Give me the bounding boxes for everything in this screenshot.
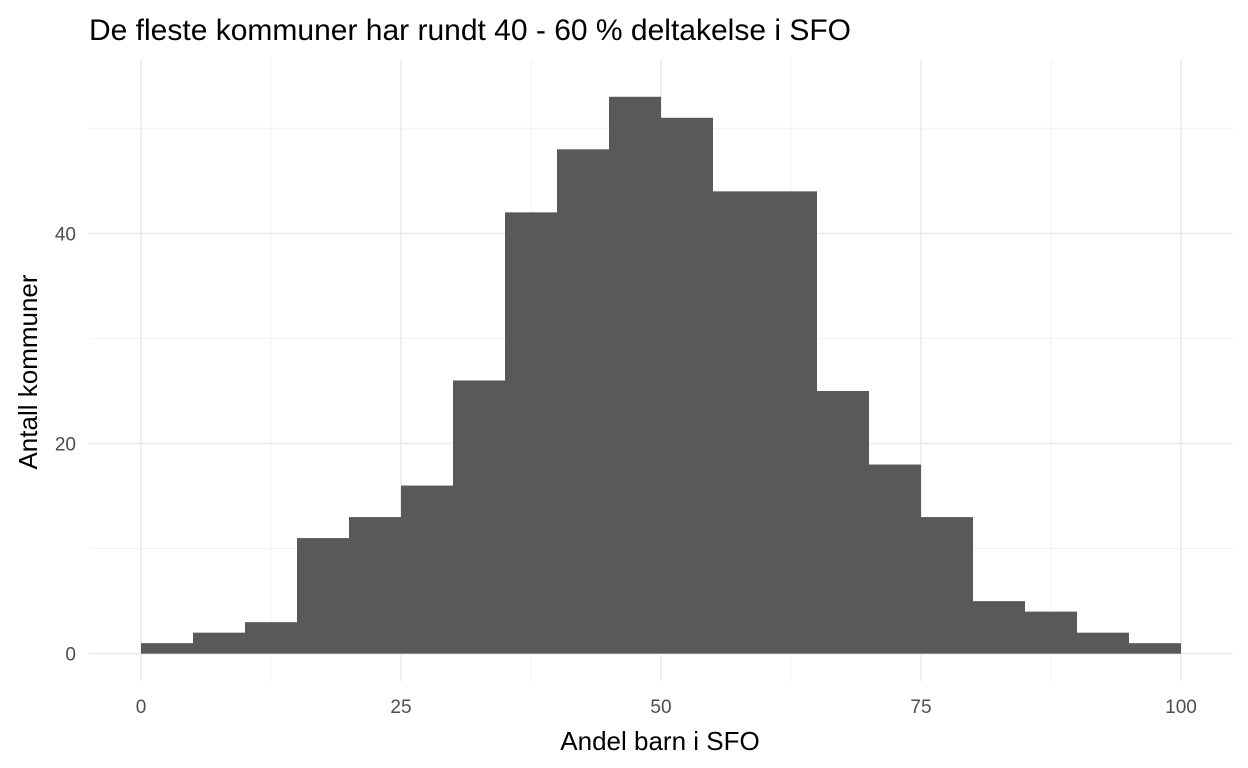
histogram-bar — [661, 117, 713, 654]
x-tick-label: 0 — [136, 697, 147, 718]
histogram-bar — [817, 390, 869, 654]
y-tick-label: 0 — [65, 645, 76, 666]
histogram-bar — [973, 601, 1025, 654]
histogram-bar — [349, 517, 401, 654]
x-tick-label: 75 — [910, 697, 931, 718]
x-tick-label: 50 — [650, 697, 671, 718]
x-tick-label: 25 — [390, 697, 411, 718]
x-tick-labels: 0 25 50 75 100 — [136, 697, 1197, 718]
y-axis-title: Antall kommuner — [13, 274, 43, 469]
y-tick-label: 20 — [55, 435, 76, 456]
histogram-bar — [245, 622, 297, 654]
x-axis-title: Andel barn i SFO — [560, 726, 759, 756]
x-tick-label: 100 — [1165, 697, 1197, 718]
histogram-bar — [193, 632, 245, 654]
histogram-bar — [453, 380, 505, 654]
histogram-bar — [505, 212, 557, 654]
histogram-bar — [765, 191, 817, 654]
y-tick-labels: 0 20 40 — [55, 224, 76, 665]
histogram-bar — [1129, 643, 1181, 654]
histogram-bar — [713, 191, 765, 654]
histogram-bar — [609, 96, 661, 654]
y-tick-label: 40 — [55, 224, 76, 245]
chart-title: De fleste kommuner har rundt 40 - 60 % d… — [89, 14, 851, 47]
histogram-bar — [1025, 611, 1077, 654]
histogram-bar — [1077, 632, 1129, 654]
histogram-bar — [401, 485, 453, 654]
bars — [141, 96, 1181, 654]
histogram-bar — [141, 643, 193, 654]
histogram-bar — [557, 149, 609, 654]
histogram-bar — [869, 464, 921, 654]
histogram-bar — [921, 517, 973, 654]
histogram-bar — [297, 538, 349, 654]
